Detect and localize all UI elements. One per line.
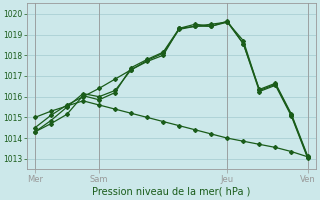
X-axis label: Pression niveau de la mer( hPa ): Pression niveau de la mer( hPa ) [92, 187, 251, 197]
